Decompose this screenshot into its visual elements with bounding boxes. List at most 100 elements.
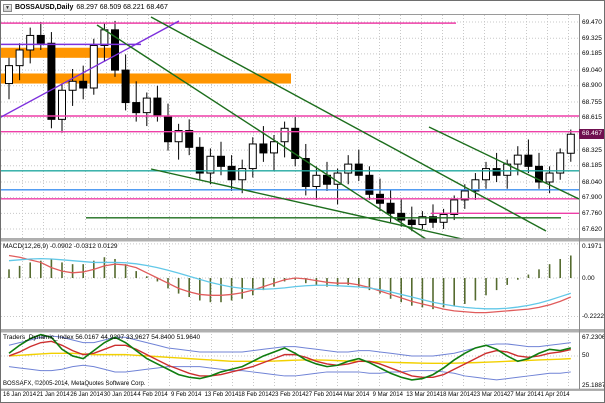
panel-separators	[1, 14, 605, 391]
candle-body	[312, 174, 321, 187]
price-axis-label: 69.185	[582, 50, 602, 58]
candle-body	[227, 165, 236, 181]
date-axis-label: 9 Mar 2014	[372, 392, 403, 398]
ohlc-readout: 68.297 68.509 68.221 68.467	[76, 4, 168, 11]
date-axis-label: 27 Mar 2014	[507, 392, 541, 398]
candle-body	[58, 89, 66, 120]
macd-line-red	[8, 254, 572, 314]
panel-separator[interactable]	[1, 389, 605, 391]
candle-body	[566, 133, 575, 154]
candle-body	[545, 172, 554, 183]
candle-body	[397, 212, 406, 221]
tdi-indicator-label: Traders_Dynamic_Index 56.0167 44.9297 33…	[3, 334, 201, 341]
candle-body	[47, 42, 56, 120]
candle-body	[185, 130, 194, 148]
date-axis-label: 21 Jan 2014	[36, 392, 70, 398]
candle-body	[174, 130, 183, 143]
candle-body	[121, 69, 130, 104]
candle-body	[556, 152, 565, 174]
date-axis-label: 9 Feb 2014	[171, 392, 202, 398]
macd-axis-label: 0.1971	[582, 243, 602, 250]
tdi-panel	[8, 333, 571, 381]
date-axis-label: 13 Mar 2014	[406, 392, 440, 398]
current-price-label: 68.467	[579, 129, 604, 140]
candle-body	[36, 34, 45, 44]
current-price-value: 68.467	[582, 130, 602, 138]
trend-line[interactable]	[1, 20, 180, 118]
candle-body	[132, 102, 141, 114]
trade-signal-line	[8, 340, 571, 378]
candle-body	[270, 141, 278, 154]
candle-body	[407, 219, 416, 226]
candle-body	[460, 190, 469, 201]
tdi-axis-label: 67.2306	[582, 334, 605, 341]
tdi-axis-label: 50	[582, 352, 590, 360]
date-axis-label: 18 Mar 2014	[439, 392, 474, 398]
supply-demand-zones	[1, 47, 291, 84]
market-base-line	[8, 352, 571, 364]
candle-body	[291, 127, 300, 160]
candle-body	[259, 143, 268, 154]
panel-separator[interactable]	[1, 329, 605, 333]
window-menu-icon[interactable]: ▼	[3, 3, 12, 12]
price-zone	[1, 73, 291, 84]
date-axis-label: 4 Mar 2014	[339, 392, 370, 398]
price-axis-label: 68.615	[582, 114, 602, 122]
price-axis-label: 68.325	[582, 146, 602, 154]
candle-body	[513, 154, 522, 165]
date-axis-label: 18 Feb 2014	[238, 392, 272, 398]
copyright-text: BOSSAFX, ©2005-2014, MetaQuotes Software…	[3, 381, 146, 387]
symbol-title: BOSSAUSD,Daily	[15, 4, 74, 11]
lower-volatility-band	[8, 364, 571, 381]
trend-line[interactable]	[96, 24, 430, 242]
date-axis-label: 26 Jan 2014	[70, 392, 104, 398]
trend-line[interactable]	[150, 168, 472, 242]
trend-line[interactable]	[150, 16, 547, 232]
candle-body	[26, 34, 35, 51]
candle-body	[15, 49, 24, 67]
trend-lines	[1, 16, 580, 242]
support-resistance-lines	[1, 22, 579, 219]
date-axis-label: 4 Feb 2014	[137, 392, 168, 398]
candle-body	[386, 202, 395, 214]
candle-body	[153, 97, 162, 117]
rsi-price-line	[8, 333, 571, 381]
candle-body	[79, 80, 88, 89]
price-axis-label: 68.755	[582, 98, 602, 106]
candle-body	[450, 199, 459, 215]
date-axis-label: 1 Apr 2014	[540, 392, 570, 398]
candle-body	[5, 65, 13, 85]
price-axis-label: 67.620	[582, 225, 602, 233]
panel-separator[interactable]	[1, 238, 605, 242]
price-axis-label: 68.185	[582, 162, 602, 170]
date-axis-label: 27 Feb 2014	[305, 392, 340, 398]
price-zone	[1, 47, 113, 58]
candle-body	[354, 163, 363, 176]
date-axis-label: 16 Jan 2014	[3, 392, 37, 398]
candle-body	[365, 174, 374, 195]
macd-indicator-label: MACD(12,26,9) -0.0902 -0.0312 0.0129	[3, 243, 118, 250]
macd-panel	[8, 254, 572, 314]
candle-body	[429, 216, 437, 223]
candle-body	[524, 154, 533, 167]
candle-body	[164, 115, 172, 143]
candle-body	[471, 179, 480, 192]
candle-body	[418, 216, 427, 226]
macd-axis-label: -0.2222	[582, 312, 605, 320]
tdi-axis-label: 25.1887	[582, 382, 605, 389]
candle-body	[248, 143, 257, 170]
candle-body	[217, 155, 225, 167]
candle-body	[68, 80, 77, 91]
candle-body	[492, 168, 501, 176]
candle-body	[238, 168, 247, 181]
trend-line[interactable]	[428, 126, 580, 200]
date-axis-label: 23 Feb 2014	[271, 392, 306, 398]
chart-titlebar: ▼ BOSSAUSD,Daily 68.297 68.509 68.221 68…	[1, 1, 580, 15]
candle-body	[206, 155, 215, 174]
price-axis-label: 69.470	[582, 18, 602, 26]
candle-body	[142, 97, 151, 114]
candle-body	[482, 168, 490, 181]
price-axis-label: 69.040	[582, 66, 602, 74]
